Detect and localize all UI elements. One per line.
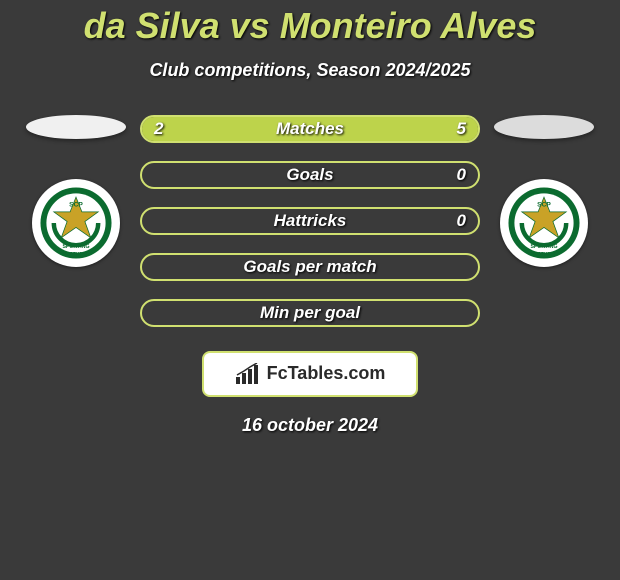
stat-label: Goals [142, 163, 478, 187]
stat-label: Hattricks [142, 209, 478, 233]
stat-bar: Goals per match [140, 253, 480, 281]
stat-bar: Matches2 5 [140, 115, 480, 143]
bar-chart-icon [235, 363, 261, 385]
stat-value-right: 0 [457, 163, 466, 187]
stat-value-left: 2 [154, 117, 163, 141]
brand-text: FcTables.com [267, 363, 386, 384]
brand-badge: FcTables.com [202, 351, 418, 397]
right-club-crest: SCP SPORTING PORTUGAL [500, 179, 588, 267]
stat-label: Min per goal [142, 301, 478, 325]
svg-text:PORTUGAL: PORTUGAL [64, 250, 89, 255]
right-player-col: SCP SPORTING PORTUGAL [494, 115, 594, 267]
page-title: da Silva vs Monteiro Alves [0, 6, 620, 46]
stat-label: Goals per match [142, 255, 478, 279]
stat-value-right: 5 [457, 117, 466, 141]
right-player-silhouette [494, 115, 594, 139]
stat-label: Matches [142, 117, 478, 141]
stat-value-right: 0 [457, 209, 466, 233]
stat-bars: Matches25Goals0Hattricks0Goals per match… [140, 115, 480, 327]
stat-bar: Hattricks0 [140, 207, 480, 235]
stat-bar: Goals0 [140, 161, 480, 189]
left-player-silhouette [26, 115, 126, 139]
date-label: 16 october 2024 [0, 415, 620, 436]
svg-text:SCP: SCP [537, 201, 551, 208]
svg-text:SCP: SCP [69, 201, 83, 208]
left-club-crest: SCP SPORTING PORTUGAL [32, 179, 120, 267]
svg-text:PORTUGAL: PORTUGAL [532, 250, 557, 255]
svg-text:SPORTING: SPORTING [530, 244, 557, 250]
svg-text:SPORTING: SPORTING [62, 244, 89, 250]
stat-bar: Min per goal [140, 299, 480, 327]
sporting-crest-icon: SCP SPORTING PORTUGAL [39, 186, 113, 260]
comparison-row: SCP SPORTING PORTUGAL Matches25Goals0Hat… [0, 115, 620, 327]
sporting-crest-icon: SCP SPORTING PORTUGAL [507, 186, 581, 260]
left-player-col: SCP SPORTING PORTUGAL [26, 115, 126, 267]
subtitle: Club competitions, Season 2024/2025 [0, 60, 620, 81]
